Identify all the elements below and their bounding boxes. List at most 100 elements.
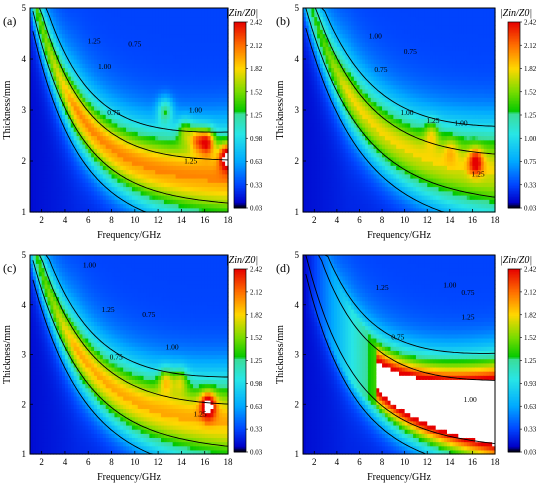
heatmap-cell	[190, 101, 194, 107]
heatmap-cell	[152, 46, 156, 52]
heatmap-cell	[348, 50, 352, 56]
heatmap-cell	[348, 127, 352, 132]
heatmap-cell	[336, 165, 341, 171]
heatmap-cell	[67, 88, 72, 94]
heatmap-cell	[387, 33, 392, 39]
heatmap-cell	[328, 178, 332, 183]
heatmap-cell	[373, 186, 378, 192]
heatmap-cell	[166, 63, 171, 69]
heatmap-cell	[64, 97, 69, 103]
heatmap-cell	[181, 97, 185, 103]
heatmap-cell	[184, 97, 188, 103]
heatmap-cell	[152, 135, 156, 141]
heatmap-cell	[166, 148, 171, 154]
heatmap-cell	[111, 54, 116, 60]
heatmap-cell	[62, 139, 66, 145]
heatmap-cell	[376, 144, 380, 149]
heatmap-cell	[64, 114, 69, 120]
heatmap-cell	[166, 88, 171, 94]
heatmap-cell	[305, 135, 310, 141]
heatmap-cell	[195, 88, 200, 94]
heatmap-cell	[44, 199, 49, 205]
heatmap-cell	[47, 42, 51, 47]
heatmap-cell	[82, 135, 86, 141]
heatmap-cell	[353, 20, 358, 26]
heatmap-cell	[64, 173, 69, 179]
heatmap-cell	[362, 182, 366, 188]
heatmap-cell	[319, 144, 324, 149]
heatmap-cell	[178, 148, 183, 154]
heatmap-cell	[134, 135, 139, 141]
heatmap-cell	[195, 25, 200, 30]
heatmap-cell	[384, 12, 389, 18]
heatmap-cell	[190, 16, 194, 22]
heatmap-cell	[376, 156, 380, 162]
heatmap-cell	[137, 165, 142, 171]
heatmap-cell	[140, 16, 145, 22]
heatmap-cell	[339, 182, 344, 188]
heatmap-cell	[99, 207, 104, 213]
heatmap-cell	[94, 114, 98, 120]
heatmap-cell	[216, 178, 220, 183]
heatmap-cell	[213, 37, 217, 43]
heatmap-cell	[76, 67, 81, 73]
heatmap-cell	[76, 97, 81, 103]
heatmap-cell	[146, 25, 150, 30]
heatmap-cell	[50, 29, 54, 35]
heatmap-cell	[356, 152, 361, 158]
heatmap-cell	[169, 105, 174, 111]
heatmap-cell	[222, 16, 226, 22]
heatmap-cell	[317, 186, 321, 192]
heatmap-cell	[152, 195, 156, 200]
heatmap-cell	[163, 131, 168, 137]
heatmap-cell	[353, 161, 358, 166]
heatmap-cell	[123, 203, 127, 209]
heatmap-cell	[105, 139, 110, 145]
heatmap-cell	[207, 63, 212, 69]
heatmap-cell	[76, 207, 81, 213]
heatmap-cell	[114, 101, 118, 107]
heatmap-cell	[175, 42, 180, 47]
heatmap-cell	[102, 93, 107, 98]
heatmap-cell	[216, 33, 220, 39]
heatmap-cell	[193, 97, 197, 103]
heatmap-cell	[85, 50, 89, 56]
heatmap-cell	[328, 46, 332, 52]
heatmap-cell	[367, 156, 372, 162]
heatmap-cell	[207, 29, 212, 35]
heatmap-cell	[342, 144, 346, 149]
heatmap-cell	[201, 80, 206, 86]
heatmap-cell	[94, 50, 98, 56]
heatmap-cell	[305, 190, 310, 196]
heatmap-cell	[155, 114, 159, 120]
heatmap-cell	[334, 67, 338, 73]
heatmap-cell	[67, 173, 72, 179]
heatmap-cell	[117, 165, 121, 171]
heatmap-cell	[35, 114, 40, 120]
heatmap-cell	[99, 182, 104, 188]
heatmap-cell	[120, 84, 124, 90]
colorbar-swatch	[234, 161, 246, 164]
heatmap-cell	[345, 118, 349, 124]
heatmap-cell	[362, 118, 366, 124]
heatmap-cell	[359, 80, 363, 86]
heatmap-cell	[195, 173, 200, 179]
heatmap-cell	[94, 182, 98, 188]
heatmap-cell	[193, 161, 197, 166]
heatmap-cell	[102, 195, 107, 200]
heatmap-cell	[44, 59, 49, 64]
heatmap-cell	[143, 63, 148, 69]
heatmap-cell	[59, 37, 63, 43]
heatmap-cell	[190, 63, 194, 69]
heatmap-cell	[111, 199, 116, 205]
heatmap-cell	[114, 139, 118, 145]
heatmap-cell	[328, 182, 332, 188]
heatmap-cell	[362, 190, 366, 196]
heatmap-cell	[38, 54, 43, 60]
colorbar-swatch	[234, 84, 246, 87]
heatmap-cell	[129, 148, 133, 154]
heatmap-cell	[70, 203, 75, 209]
heatmap-cell	[88, 25, 92, 30]
heatmap-cell	[222, 127, 226, 132]
heatmap-cell	[64, 207, 69, 213]
